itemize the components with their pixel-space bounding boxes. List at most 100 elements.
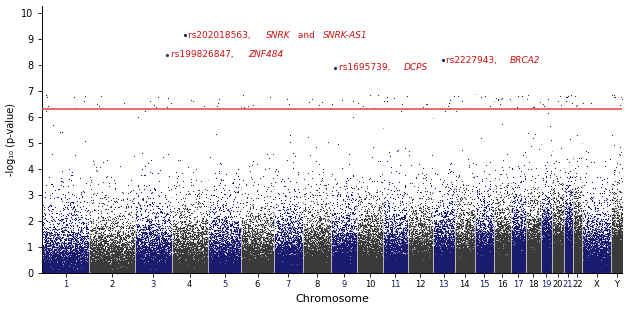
Point — [235, 262, 245, 267]
Point — [583, 269, 593, 274]
Point — [472, 264, 482, 268]
Point — [288, 215, 298, 220]
Point — [507, 253, 517, 258]
Point — [611, 260, 621, 265]
Point — [573, 247, 583, 252]
Point — [126, 205, 136, 210]
Point — [106, 249, 116, 254]
Point — [487, 247, 497, 252]
Point — [548, 251, 558, 256]
Point — [474, 249, 484, 254]
Point — [575, 256, 585, 261]
Point — [541, 230, 551, 235]
Point — [432, 264, 442, 269]
Point — [196, 250, 206, 255]
Point — [585, 270, 595, 275]
Point — [501, 220, 511, 225]
Point — [524, 245, 534, 250]
Point — [614, 258, 624, 263]
Point — [93, 254, 103, 259]
Point — [431, 233, 441, 238]
Point — [391, 258, 401, 263]
Point — [565, 266, 575, 271]
Point — [513, 241, 523, 246]
Point — [318, 167, 328, 172]
Point — [328, 257, 338, 262]
Point — [472, 242, 482, 247]
Point — [551, 270, 561, 275]
Point — [609, 223, 619, 228]
Point — [288, 265, 298, 270]
Point — [581, 252, 591, 257]
Point — [398, 268, 408, 273]
Point — [165, 262, 175, 267]
Point — [314, 265, 324, 270]
Point — [300, 268, 310, 273]
Point — [272, 253, 282, 258]
Point — [321, 268, 331, 273]
Point — [182, 265, 192, 270]
Point — [406, 224, 416, 229]
Point — [359, 223, 369, 228]
Point — [452, 269, 462, 274]
Point — [205, 268, 215, 273]
Point — [111, 269, 121, 274]
Point — [541, 269, 551, 274]
Point — [404, 249, 414, 254]
Point — [359, 236, 369, 241]
Point — [492, 254, 502, 259]
Point — [296, 215, 306, 219]
Point — [50, 265, 60, 270]
Point — [479, 224, 489, 229]
Point — [296, 261, 306, 266]
Point — [391, 238, 401, 243]
Point — [577, 237, 587, 242]
Point — [480, 250, 490, 255]
Point — [577, 263, 587, 268]
Point — [342, 245, 352, 250]
Point — [352, 267, 362, 272]
Point — [301, 226, 311, 231]
Point — [110, 181, 120, 186]
Point — [210, 266, 220, 271]
Point — [75, 233, 85, 238]
Point — [114, 253, 124, 258]
Point — [460, 259, 470, 264]
Point — [498, 267, 508, 272]
Point — [40, 257, 50, 262]
Point — [237, 268, 247, 273]
Point — [529, 263, 539, 268]
Point — [448, 255, 458, 260]
Point — [580, 258, 590, 263]
Point — [556, 247, 566, 252]
Point — [560, 236, 570, 241]
Point — [523, 211, 533, 216]
Point — [524, 264, 534, 269]
Point — [536, 259, 546, 264]
Point — [569, 209, 579, 214]
Point — [276, 255, 286, 260]
Point — [330, 238, 340, 243]
Point — [577, 265, 587, 270]
Point — [610, 264, 620, 269]
Point — [608, 264, 618, 269]
Point — [313, 267, 323, 272]
Point — [340, 260, 350, 265]
Point — [477, 248, 487, 253]
Point — [411, 259, 421, 264]
Point — [526, 252, 536, 257]
Point — [388, 268, 398, 272]
Point — [516, 211, 526, 216]
Point — [264, 251, 274, 256]
Point — [380, 265, 390, 270]
Point — [358, 267, 368, 272]
Point — [534, 267, 544, 272]
Point — [67, 245, 77, 250]
Point — [234, 259, 244, 263]
Point — [81, 243, 91, 248]
Point — [436, 268, 447, 273]
Point — [448, 267, 458, 272]
Point — [396, 261, 406, 266]
Point — [472, 233, 482, 238]
Point — [149, 238, 159, 243]
